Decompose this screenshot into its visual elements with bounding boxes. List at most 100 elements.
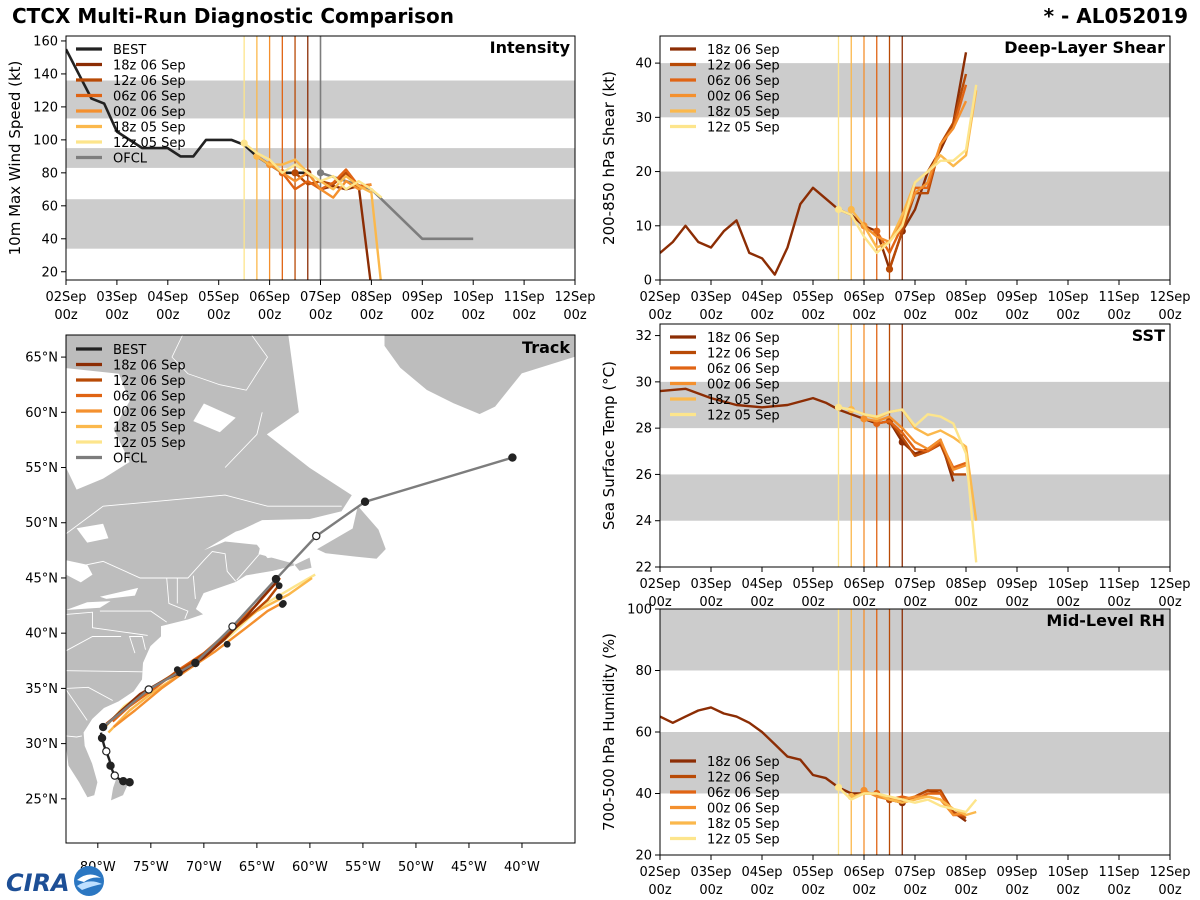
track-point-forecast — [173, 666, 181, 674]
shear-xtick-label: 09Sep — [996, 290, 1037, 305]
track-xtick-label: 65°W — [239, 860, 275, 875]
panel-shear: 0 10 20 30 40 02Sep 00z 03Sep 00z 04Sep 00z 05Sep 00… — [600, 35, 1191, 323]
intensity-xtick-label: 06Sep — [249, 290, 290, 305]
shear-title: Deep-Layer Shear — [1004, 38, 1165, 57]
shear-line-12z-06-sep — [888, 73, 968, 270]
border-pa — [66, 611, 148, 636]
sst-ytick-label: 30 — [635, 375, 652, 390]
track-ytick-label: 55°N — [25, 461, 58, 476]
shear-band-0 — [660, 171, 1170, 226]
shear-xtick-label: 00z — [648, 308, 672, 323]
border-nc-sc — [66, 686, 113, 701]
border-nb — [236, 544, 268, 581]
rh-xtick-label: 07Sep — [894, 865, 935, 880]
sst-band-0 — [660, 474, 1170, 521]
rh-xtick-label: 00z — [801, 883, 825, 898]
track-legend-label-ofcl: OFCL — [113, 452, 148, 467]
land-cape-breton — [293, 556, 313, 572]
track-frame — [65, 334, 576, 844]
rh-xtick-label: 03Sep — [690, 865, 731, 880]
intensity-xtick-label: 11Sep — [504, 290, 545, 305]
sst-xtick-label: 00z — [852, 595, 876, 610]
shear-line-00z-06-sep — [863, 100, 968, 244]
sst-xtick-label: 10Sep — [1047, 577, 1088, 592]
panel-rh: 20 40 60 80 100 02Sep 00z 03Sep 00z 04Sep 00z 05Sep… — [600, 603, 1191, 899]
cira-logo: CIRA — [6, 866, 104, 897]
track-xtick-label: 55°W — [345, 860, 381, 875]
intensity-ytick-label: 120 — [33, 100, 58, 115]
shear-xtick-label: 00z — [1056, 308, 1080, 323]
rh-xtick-label: 00z — [699, 883, 723, 898]
ungava-bay — [193, 403, 236, 433]
track-ytick-label: 45°N — [25, 571, 58, 586]
rh-marker-00z-06-sep — [860, 786, 868, 795]
sst-xtick-label: 00z — [954, 595, 978, 610]
track-ytick-label: 30°N — [25, 737, 58, 752]
track-legend-label-12z-05-sep: 12z 05 Sep — [113, 436, 186, 451]
intensity-legend-label-ofcl: OFCL — [113, 152, 148, 167]
sst-xtick-label: 12Sep — [1149, 577, 1190, 592]
sst-xtick-label: 00z — [750, 595, 774, 610]
intensity-xtick-label: 00z — [309, 308, 333, 323]
track-point-forecast — [275, 582, 283, 590]
rh-ytick-label: 60 — [635, 726, 652, 741]
intensity-xtick-label: 02Sep — [45, 290, 86, 305]
sst-legend-label-18z-06-sep: 18z 06 Sep — [707, 331, 780, 346]
intensity-xtick-label: 04Sep — [147, 290, 188, 305]
intensity-xtick-label: 07Sep — [300, 290, 341, 305]
panel-intensity: 20 40 60 80 100 120 140 160 02Sep 00z 03Sep 00z 04Se… — [6, 34, 596, 323]
track-legend-label-18z-05-sep: 18z 05 Sep — [113, 421, 186, 436]
border-md-de — [128, 636, 146, 654]
shear-xtick-label: 12Sep — [1149, 290, 1190, 305]
track-point-best — [102, 747, 111, 756]
track-point-ofcl — [191, 658, 200, 668]
rh-legend-label-12z-05-sep: 12z 05 Sep — [707, 833, 780, 848]
lake-erie — [66, 601, 111, 610]
track-ytick-label: 40°N — [25, 627, 58, 642]
shear-xtick-label: 00z — [1158, 308, 1182, 323]
sst-legend-label-06z-06-sep: 06z 06 Sep — [707, 362, 780, 377]
cira-logo-text: CIRA — [6, 869, 70, 897]
intensity-xtick-label: 00z — [105, 308, 129, 323]
shear-xtick-label: 00z — [750, 308, 774, 323]
shear-xtick-label: 08Sep — [945, 290, 986, 305]
shear-legend-label-00z-06-sep: 00z 06 Sep — [707, 90, 780, 105]
track-legend-label-00z-06-sep: 00z 06 Sep — [113, 405, 186, 420]
sst-legend-label-12z-05-sep: 12z 05 Sep — [707, 409, 780, 424]
shear-xtick-label: 02Sep — [639, 290, 680, 305]
rh-xtick-label: 05Sep — [792, 865, 833, 880]
intensity-xtick-label: 10Sep — [453, 290, 494, 305]
track-xtick-label: 45°W — [451, 860, 487, 875]
land-north-america — [66, 335, 353, 799]
rh-xtick-label: 00z — [1158, 883, 1182, 898]
intensity-xtick-label: 00z — [156, 308, 180, 323]
track-ytick-label: 35°N — [25, 682, 58, 697]
sst-xtick-label: 00z — [1107, 595, 1131, 610]
shear-xtick-label: 00z — [699, 308, 723, 323]
track-point-forecast — [223, 640, 231, 648]
border-labrador — [224, 412, 263, 468]
shear-legend-label-18z-06-sep: 18z 06 Sep — [707, 43, 780, 58]
intensity-legend-label-18z-05-sep: 18z 05 Sep — [113, 121, 186, 136]
us-canada-border — [66, 551, 237, 582]
shear-xtick-label: 00z — [852, 308, 876, 323]
rh-legend-label-18z-06-sep: 18z 06 Sep — [707, 755, 780, 770]
sst-title: SST — [1132, 326, 1165, 345]
rh-xtick-label: 02Sep — [639, 865, 680, 880]
shear-band-1 — [660, 63, 1170, 118]
figure-title: CTCX Multi-Run Diagnostic Comparison — [12, 4, 454, 28]
track-point-ofcl — [228, 622, 237, 631]
track-xtick-label: 70°W — [186, 860, 222, 875]
rh-marker-12z-05-sep — [834, 783, 843, 791]
shear-marker-18z-05-sep — [847, 205, 855, 214]
intensity-xtick-label: 00z — [512, 308, 536, 323]
intensity-xtick-label: 03Sep — [96, 290, 137, 305]
intensity-xtick-label: 08Sep — [351, 290, 392, 305]
rh-legend-label-18z-05-sep: 18z 05 Sep — [707, 817, 780, 832]
sst-ytick-label: 22 — [635, 561, 652, 576]
intensity-ytick-label: 100 — [33, 133, 58, 148]
shear-ylabel: 200-850 hPa Shear (kt) — [600, 71, 618, 245]
shear-xtick-label: 07Sep — [894, 290, 935, 305]
track-ytick-label: 65°N — [25, 351, 58, 366]
border-ga-sc — [66, 689, 88, 721]
